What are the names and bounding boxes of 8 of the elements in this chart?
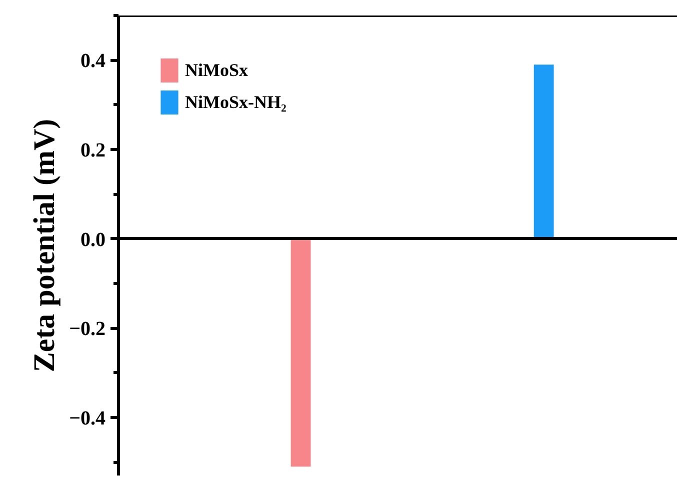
y-tick-label: 0.2 [80, 139, 106, 162]
y-tick-label: 0.4 [80, 50, 106, 72]
y-tick-label: −0.4 [69, 407, 106, 430]
y-axis-title: Zeta potential (mV) [28, 118, 62, 372]
y-tick-label: −0.2 [69, 318, 106, 340]
legend-label: NiMoSx-NH₂ [185, 92, 286, 112]
legend-label: NiMoSx [185, 60, 248, 80]
y-tick-label: 0.0 [80, 228, 106, 251]
